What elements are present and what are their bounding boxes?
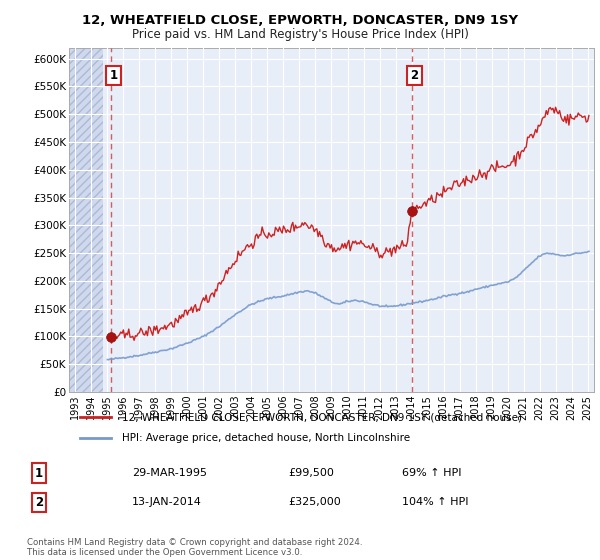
- Text: Contains HM Land Registry data © Crown copyright and database right 2024.
This d: Contains HM Land Registry data © Crown c…: [27, 538, 362, 557]
- Text: £99,500: £99,500: [288, 468, 334, 478]
- Text: 1: 1: [35, 466, 43, 480]
- Text: Price paid vs. HM Land Registry's House Price Index (HPI): Price paid vs. HM Land Registry's House …: [131, 28, 469, 41]
- Text: 12, WHEATFIELD CLOSE, EPWORTH, DONCASTER, DN9 1SY (detached house): 12, WHEATFIELD CLOSE, EPWORTH, DONCASTER…: [121, 412, 521, 422]
- Text: 12, WHEATFIELD CLOSE, EPWORTH, DONCASTER, DN9 1SY: 12, WHEATFIELD CLOSE, EPWORTH, DONCASTER…: [82, 14, 518, 27]
- Text: £325,000: £325,000: [288, 497, 341, 507]
- Bar: [69, 48, 103, 392]
- Text: 2: 2: [35, 496, 43, 509]
- Text: HPI: Average price, detached house, North Lincolnshire: HPI: Average price, detached house, Nort…: [121, 433, 410, 444]
- Text: 1: 1: [109, 69, 118, 82]
- Text: 69% ↑ HPI: 69% ↑ HPI: [402, 468, 461, 478]
- Text: 2: 2: [410, 69, 419, 82]
- Text: 13-JAN-2014: 13-JAN-2014: [132, 497, 202, 507]
- Text: 29-MAR-1995: 29-MAR-1995: [132, 468, 207, 478]
- Text: 104% ↑ HPI: 104% ↑ HPI: [402, 497, 469, 507]
